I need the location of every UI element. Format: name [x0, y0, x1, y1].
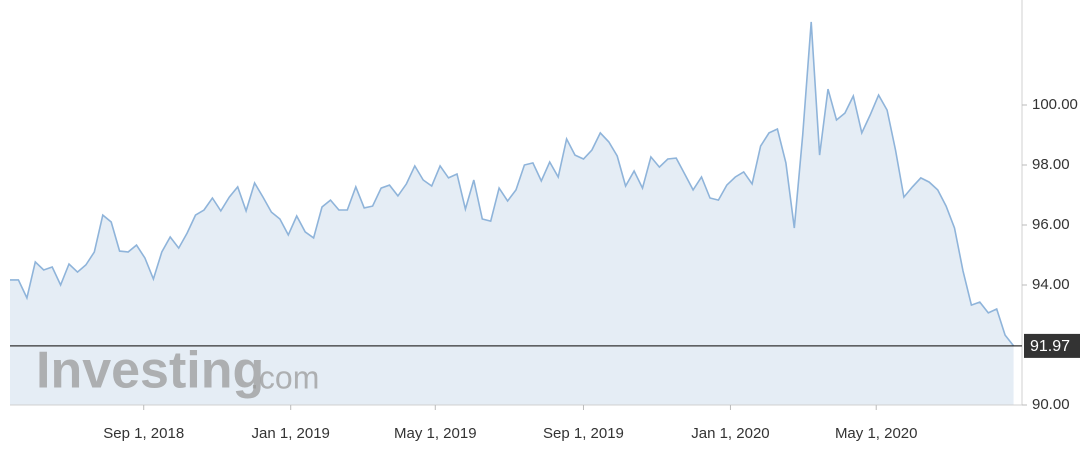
y-tick-label: 90.00 — [1032, 396, 1070, 413]
x-tick-label: Sep 1, 2019 — [543, 425, 624, 442]
y-tick-label: 96.00 — [1032, 216, 1070, 233]
x-tick-label: Jan 1, 2020 — [691, 425, 769, 442]
x-tick-label: Sep 1, 2018 — [103, 425, 184, 442]
x-tick-label: May 1, 2020 — [835, 425, 918, 442]
area — [10, 21, 1014, 406]
x-tick-label: Jan 1, 2019 — [252, 425, 330, 442]
current-value-label: 91.97 — [1030, 338, 1070, 355]
y-tick-label: 98.00 — [1032, 156, 1070, 173]
y-tick-label: 100.00 — [1032, 96, 1078, 113]
current-value-box — [1024, 333, 1080, 358]
watermark-suffix: .com — [250, 359, 319, 395]
watermark-brand: Investing — [36, 342, 264, 400]
y-tick-label: 94.00 — [1032, 276, 1070, 293]
price-line — [10, 21, 1015, 347]
x-tick-label: May 1, 2019 — [394, 425, 477, 442]
